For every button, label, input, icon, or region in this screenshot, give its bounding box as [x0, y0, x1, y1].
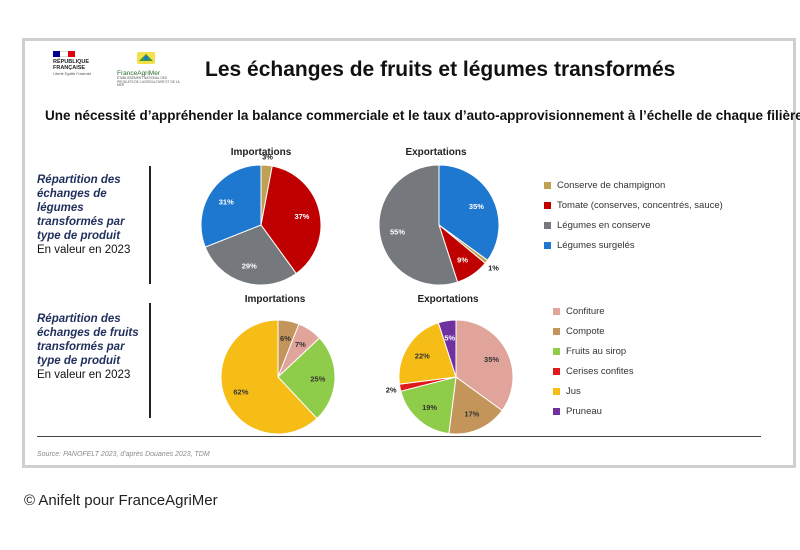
- pie-slice-legumes-en-conserve: [204, 224, 297, 286]
- pie-fruit-imports: 6% 7% 25% 62%: [220, 319, 336, 435]
- pie-data-label: 31%: [219, 197, 234, 206]
- pie-data-label: 9%: [457, 256, 468, 265]
- section-divider-fruits: [149, 303, 151, 418]
- pie-data-label: 25%: [310, 374, 325, 383]
- legend-label: Compote: [566, 326, 605, 337]
- legend-item-legumes-en-conserve: Légumes en conserve: [544, 220, 723, 231]
- page-subtitle: Une nécessité d’appréhender la balance c…: [45, 108, 800, 123]
- legend-label: Pruneau: [566, 406, 602, 417]
- pie-veg-imports: 3% 37% 29% 31%: [200, 152, 322, 286]
- pie-data-label: 62%: [233, 388, 248, 397]
- legend-swatch: [553, 368, 560, 375]
- pie-data-label: 22%: [415, 352, 430, 361]
- franceagrimer-mark-icon: [137, 52, 155, 64]
- legend-label: Jus: [566, 386, 581, 397]
- legend-item-fruits-au-sirop: Fruits au sirop: [553, 346, 634, 357]
- pie-data-label: 1%: [488, 263, 499, 272]
- legend-swatch: [553, 408, 560, 415]
- slide: RÉPUBLIQUE FRANÇAISE Liberté Égalité Fra…: [22, 38, 800, 468]
- logo-rf-line2: FRANÇAISE: [53, 65, 86, 71]
- legend-label: Tomate (conserves, concentrés, sauce): [557, 200, 723, 211]
- pie-data-label: 3%: [262, 152, 273, 161]
- pie-slice-legumes-surgeles: [438, 164, 500, 261]
- section-divider-vegetables: [149, 166, 151, 284]
- pie-slice-legumes-en-conserve: [378, 164, 459, 286]
- legend-label: Confiture: [566, 306, 605, 317]
- logo-fam-sub: ÉTABLISSEMENT NATIONAL DES PRODUITS DE L…: [117, 76, 180, 88]
- legend-swatch: [553, 348, 560, 355]
- page-title: Les échanges de fruits et légumes transf…: [205, 58, 676, 81]
- legend-vegetables: Conserve de champignon Tomate (conserves,…: [544, 180, 723, 260]
- pie-slice-fruits-au-sirop: [277, 337, 336, 420]
- section-label-vegetables-bold: Répartition des échanges de légumes tran…: [37, 174, 125, 242]
- legend-item-jus: Jus: [553, 386, 634, 397]
- pie-data-label: 55%: [390, 228, 405, 237]
- section-label-vegetables: Répartition des échanges de légumes tran…: [37, 173, 145, 257]
- logo-rf-motto: Liberté Égalité Fraternité: [53, 72, 92, 76]
- legend-label: Fruits au sirop: [566, 346, 627, 357]
- pie-slice-fruits-au-sirop: [400, 376, 457, 435]
- franceagrimer-logo: FranceAgriMer ÉTABLISSEMENT NATIONAL DES…: [117, 51, 181, 88]
- pie-data-label: 35%: [484, 355, 499, 364]
- legend-item-legumes-surgeles: Légumes surgelés: [544, 240, 723, 251]
- pie-data-label: 29%: [242, 261, 257, 270]
- pie-data-label: 5%: [444, 334, 455, 343]
- legend-item-cerises-confites: Cerises confites: [553, 366, 634, 377]
- pie-slice-legumes-surgeles: [200, 164, 262, 248]
- legend-item-tomate-conserves-concentres-sauce: Tomate (conserves, concentrés, sauce): [544, 200, 723, 211]
- legend-swatch: [544, 182, 551, 189]
- section-label-vegetables-note: En valeur en 2023: [37, 244, 131, 256]
- pie-data-label: 2%: [386, 385, 397, 394]
- legend-label: Légumes surgelés: [557, 240, 635, 251]
- pie-data-label: 37%: [294, 212, 309, 221]
- image-credit: © Anifelt pour FranceAgriMer: [24, 492, 218, 509]
- pie-slice-confiture: [455, 319, 514, 412]
- logo-fam-name: FranceAgriMer: [117, 70, 160, 77]
- legend-swatch: [553, 308, 560, 315]
- pie-title-veg-exports: Exportations: [405, 147, 467, 158]
- pie-fruit-exports: 35% 17% 19% 2% 22% 5%: [386, 319, 514, 435]
- pie-data-label: 6%: [280, 334, 291, 343]
- republique-francaise-logo: RÉPUBLIQUE FRANÇAISE Liberté Égalité Fra…: [53, 51, 113, 76]
- footer-divider: [37, 436, 761, 437]
- logo-rf-line1: RÉPUBLIQUE: [53, 59, 90, 65]
- legend-fruits: Confiture Compote Fruits au sirop Cerises c…: [553, 306, 634, 426]
- legend-item-confiture: Confiture: [553, 306, 634, 317]
- legend-item-conserve-de-champignon: Conserve de champignon: [544, 180, 723, 191]
- legend-swatch: [544, 242, 551, 249]
- pie-data-label: 17%: [464, 410, 479, 419]
- pie-slice-jus: [220, 319, 318, 435]
- legend-label: Cerises confites: [566, 366, 634, 377]
- source-note: Source: PANOFELT 2023, d'après Douanes 2…: [37, 451, 210, 458]
- legend-swatch: [544, 222, 551, 229]
- pie-data-label: 7%: [295, 340, 306, 349]
- pie-slice-pruneau: [437, 319, 457, 378]
- legend-item-pruneau: Pruneau: [553, 406, 634, 417]
- pie-title-fruit-imports: Importations: [244, 294, 306, 305]
- legend-label: Légumes en conserve: [557, 220, 651, 231]
- legend-swatch: [544, 202, 551, 209]
- pie-slice-jus: [398, 322, 457, 385]
- section-label-fruits-bold: Répartition des échanges de fruits trans…: [37, 313, 139, 367]
- pie-data-label: 35%: [469, 202, 484, 211]
- pie-title-veg-imports: Importations: [230, 147, 292, 158]
- legend-item-compote: Compote: [553, 326, 634, 337]
- pie-slice-compote: [448, 376, 503, 435]
- legend-label: Conserve de champignon: [557, 180, 666, 191]
- legend-swatch: [553, 388, 560, 395]
- pie-title-fruit-exports: Exportations: [417, 294, 479, 305]
- pie-slice-tomate-conserves-concentres-sauce: [260, 165, 322, 275]
- section-label-fruits: Répartition des échanges de fruits trans…: [37, 312, 145, 382]
- pie-data-label: 19%: [422, 403, 437, 412]
- section-label-fruits-note: En valeur en 2023: [37, 369, 131, 381]
- legend-swatch: [553, 328, 560, 335]
- flag-icon: [53, 51, 75, 57]
- pie-veg-exports: 35% 1% 9% 55%: [378, 164, 500, 286]
